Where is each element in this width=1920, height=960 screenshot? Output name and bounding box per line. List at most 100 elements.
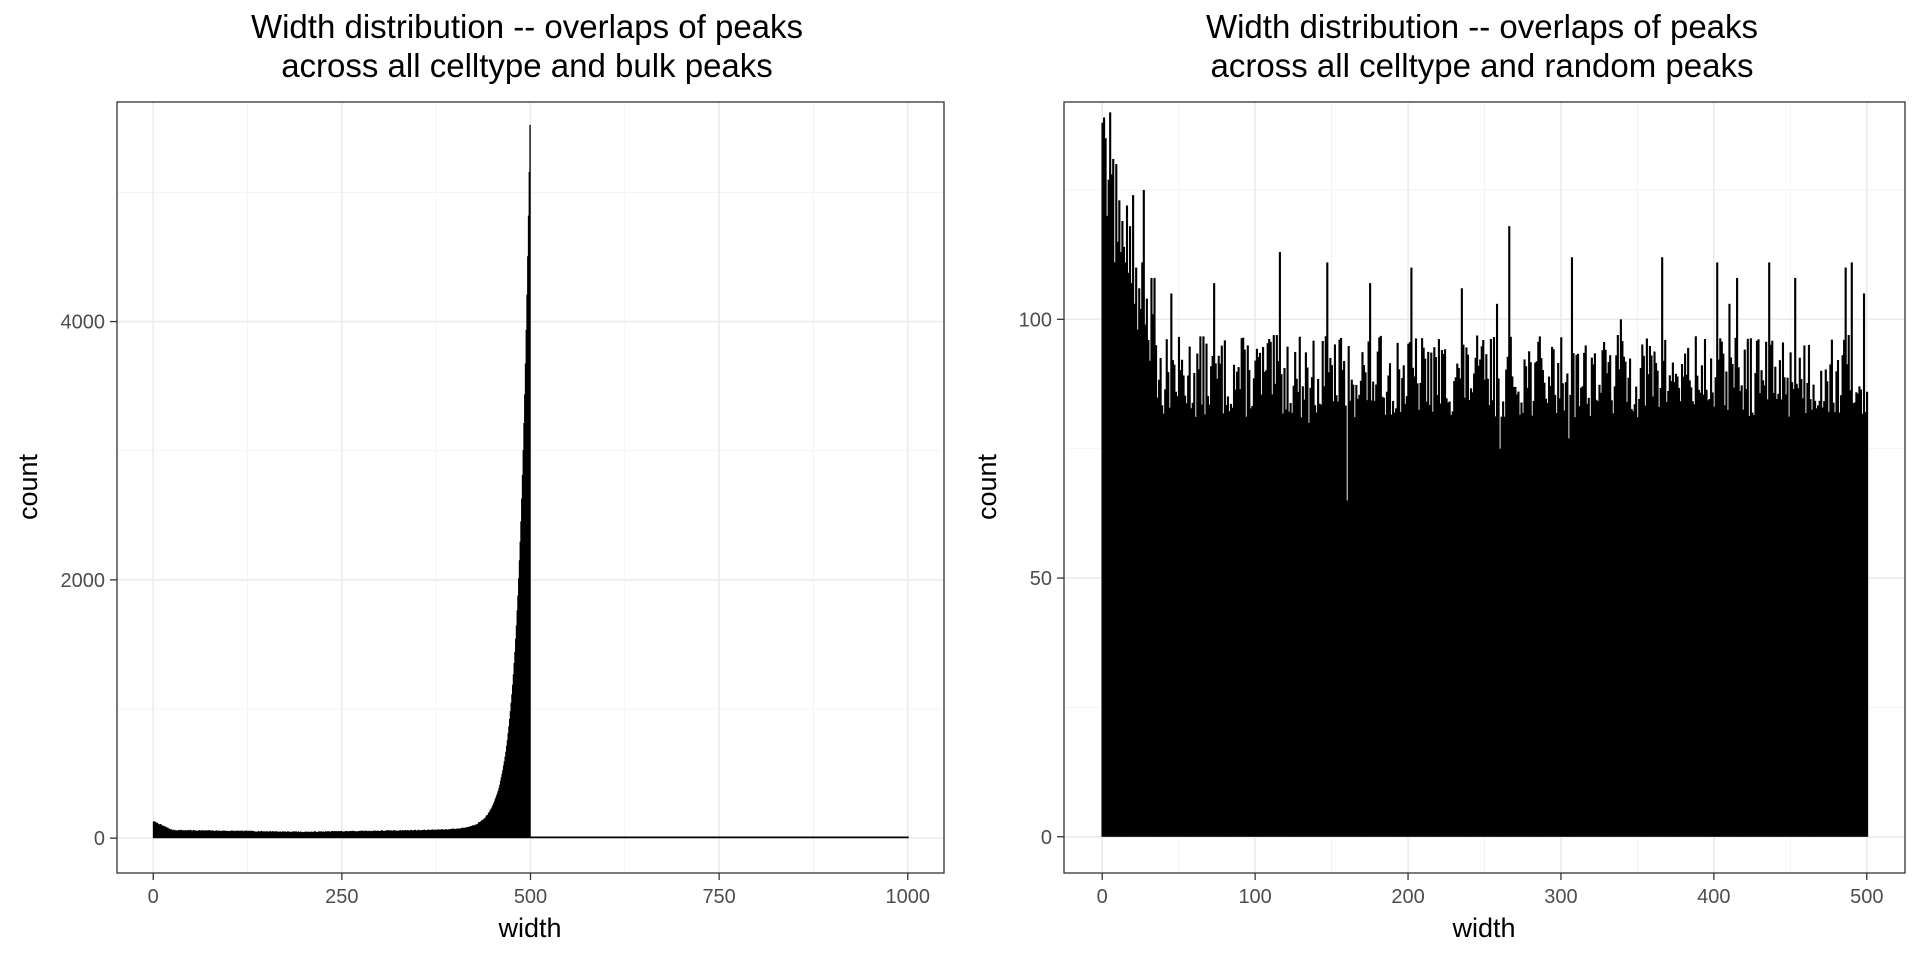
histogram-bar — [376, 830, 379, 839]
histogram-bar — [278, 831, 280, 839]
histogram-bar — [594, 836, 596, 839]
histogram-bar — [1384, 414, 1387, 837]
histogram-bar — [1784, 394, 1788, 837]
histogram-bar — [845, 836, 847, 839]
histogram-bar — [619, 836, 622, 839]
histogram-bar — [812, 836, 814, 839]
histogram-bar — [417, 829, 420, 839]
histogram-bar — [764, 836, 766, 839]
histogram-bar — [186, 830, 188, 839]
histogram-bar — [234, 830, 236, 839]
histogram-bar — [288, 832, 291, 839]
histogram-bar — [1361, 352, 1364, 837]
histogram-bar — [738, 836, 740, 839]
histogram-bar — [547, 836, 549, 839]
histogram-bar — [164, 826, 167, 839]
histogram-bar — [1194, 416, 1197, 837]
histogram-bar — [850, 836, 853, 839]
histogram-bar — [1610, 400, 1613, 837]
histogram-bar — [741, 836, 743, 839]
histogram-bar — [1844, 267, 1847, 837]
histogram-bar — [691, 836, 693, 839]
histogram-bar — [669, 836, 672, 839]
histogram-bar — [170, 829, 172, 839]
histogram-bar — [391, 830, 393, 839]
histogram-bar — [684, 836, 686, 839]
histogram-bar — [207, 830, 210, 839]
histogram-bar — [432, 830, 435, 839]
histogram-bar — [1775, 399, 1778, 837]
histogram-bar — [876, 836, 878, 839]
histogram-bar — [1327, 372, 1330, 837]
histogram-bar — [435, 829, 437, 839]
right-chart-title-line-2: across all celltype and random peaks — [1211, 47, 1754, 84]
histogram-bar — [593, 836, 595, 839]
histogram-bar — [497, 790, 500, 839]
histogram-bar — [702, 836, 704, 839]
histogram-bar — [1289, 403, 1292, 837]
histogram-bar — [230, 830, 232, 839]
histogram-bar — [1824, 369, 1827, 837]
histogram-bar — [1173, 364, 1176, 837]
histogram-bar — [1369, 283, 1372, 837]
histogram-bar — [1388, 363, 1392, 837]
histogram-bar — [558, 836, 560, 839]
right-chart-panel: Width distribution -- overlaps of peaks … — [972, 8, 1906, 943]
histogram-bar — [1271, 394, 1274, 837]
left-x-axis-label: width — [497, 913, 561, 943]
histogram-bar — [546, 836, 549, 839]
histogram-bar — [827, 836, 829, 839]
histogram-bar — [1225, 404, 1228, 837]
histogram-bar — [365, 830, 367, 839]
histogram-bar — [1249, 408, 1252, 837]
histogram-bar — [647, 836, 649, 839]
histogram-bar — [1122, 246, 1125, 837]
histogram-bar — [1222, 413, 1225, 837]
histogram-bar — [1395, 408, 1398, 837]
histogram-bar — [900, 836, 902, 839]
histogram-bar — [1154, 345, 1158, 837]
histogram-bar — [367, 831, 369, 839]
histogram-bar — [318, 831, 320, 839]
histogram-bar — [257, 831, 260, 839]
histogram-bar — [312, 831, 314, 839]
histogram-bar — [671, 836, 673, 839]
histogram-bar — [1746, 338, 1749, 837]
histogram-bar — [1466, 354, 1470, 837]
histogram-bar — [1385, 391, 1389, 837]
histogram-bar — [226, 831, 228, 839]
histogram-bar — [356, 831, 358, 839]
histogram-bar — [605, 836, 607, 839]
histogram-bar — [477, 823, 479, 839]
right-y-tick-label: 100 — [1019, 309, 1052, 331]
histogram-bar — [416, 830, 418, 839]
histogram-bar — [1855, 392, 1858, 837]
histogram-bar — [496, 794, 498, 839]
histogram-bar — [1396, 342, 1399, 837]
histogram-bar — [1262, 346, 1265, 837]
histogram-bar — [250, 831, 252, 839]
histogram-bar — [700, 836, 703, 839]
histogram-bar — [174, 830, 177, 839]
histogram-bar — [1321, 341, 1324, 837]
histogram-bar — [1457, 367, 1460, 837]
left-y-tick-label: 4000 — [61, 312, 106, 334]
histogram-bar — [1310, 377, 1314, 837]
histogram-bar — [194, 830, 196, 839]
histogram-bar — [1674, 373, 1678, 837]
histogram-bar — [687, 836, 690, 839]
histogram-bar — [319, 831, 321, 839]
histogram-bar — [776, 836, 779, 839]
histogram-bar — [1500, 416, 1503, 837]
histogram-bar — [192, 830, 194, 839]
histogram-bar — [419, 830, 421, 839]
histogram-bar — [701, 836, 703, 839]
histogram-bar — [586, 836, 589, 839]
histogram-bar — [229, 831, 231, 839]
histogram-bar — [1653, 351, 1656, 837]
histogram-bar — [767, 836, 769, 839]
histogram-bar — [1836, 360, 1840, 837]
histogram-bar — [1404, 403, 1407, 837]
histogram-bar — [898, 836, 900, 839]
histogram-bar — [760, 836, 762, 839]
